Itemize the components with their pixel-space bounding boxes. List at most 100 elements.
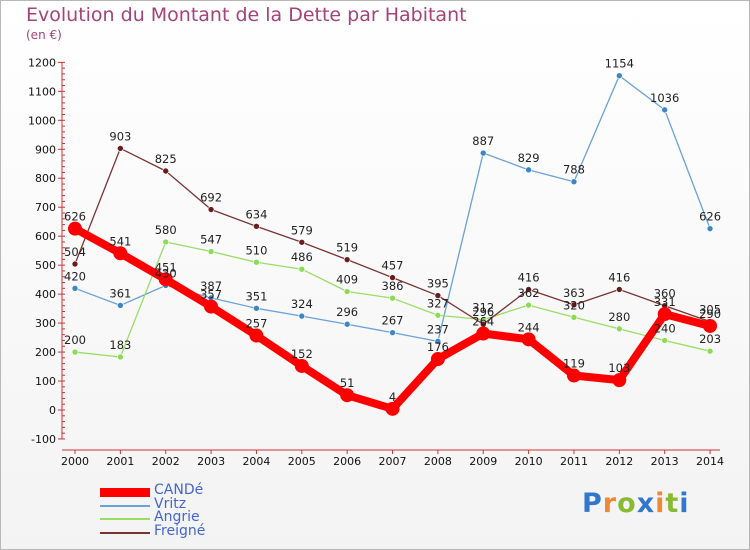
data-label: 579 (291, 223, 313, 237)
y-tick-label: 600 (35, 230, 56, 243)
data-label: 152 (291, 347, 313, 361)
data-label: 237 (427, 322, 449, 336)
data-point (249, 328, 264, 343)
data-label: 360 (654, 287, 676, 301)
data-label: 504 (64, 245, 86, 259)
data-label: 257 (245, 317, 267, 331)
legend-item: Vritz (100, 496, 270, 514)
data-label: 486 (291, 250, 313, 264)
data-label: 416 (608, 270, 630, 284)
y-tick-label: 400 (35, 288, 56, 301)
y-tick-label: -100 (31, 433, 56, 446)
data-point (616, 325, 623, 333)
data-label: 363 (563, 286, 585, 300)
x-tick-label: 2004 (242, 455, 270, 468)
data-label: 320 (563, 298, 585, 312)
data-label: 240 (654, 321, 676, 335)
data-point (253, 258, 260, 266)
x-tick-label: 2014 (696, 455, 724, 468)
chart-unit: (en €) (26, 28, 62, 42)
logo-letter: t (665, 488, 680, 519)
data-label: 290 (699, 307, 721, 321)
x-tick-label: 2009 (469, 455, 497, 468)
data-label: 510 (245, 243, 267, 257)
data-point (117, 302, 124, 309)
data-point (566, 368, 581, 383)
data-point (253, 305, 260, 312)
data-point (616, 286, 623, 293)
data-point (703, 318, 718, 333)
logo-letter: r (602, 488, 618, 519)
y-tick-label: 500 (35, 259, 56, 272)
data-point (389, 274, 396, 281)
data-point (476, 326, 491, 341)
data-label: 200 (64, 333, 86, 347)
data-point (434, 311, 442, 319)
data-point (162, 238, 170, 246)
legend-swatch (100, 488, 150, 497)
data-label: 457 (382, 259, 404, 273)
data-point (162, 167, 170, 175)
data-label: 634 (245, 207, 267, 221)
data-label: 305 (699, 303, 721, 317)
x-tick-label: 2005 (288, 455, 316, 468)
data-point (71, 260, 79, 268)
logo-letter: i (655, 488, 666, 519)
x-tick-label: 2006 (333, 455, 361, 468)
data-point (389, 294, 396, 302)
data-label: 357 (200, 288, 222, 302)
data-point (570, 301, 578, 309)
x-tick-label: 2002 (152, 455, 180, 468)
data-label: 887 (472, 134, 494, 148)
data-point (706, 347, 714, 355)
data-label: 387 (200, 279, 222, 293)
data-point (525, 286, 532, 293)
logo-letter: x (636, 488, 656, 519)
data-point (207, 248, 215, 255)
chart-title: Evolution du Montant de la Dette par Hab… (26, 4, 467, 26)
data-label: 1154 (605, 57, 634, 71)
data-label: 626 (64, 210, 86, 224)
data-point (616, 72, 623, 79)
legend-label: Angrie (154, 509, 200, 525)
legend-item: Freigné (100, 523, 270, 541)
data-label: 4 (389, 390, 396, 404)
data-point (298, 265, 306, 273)
y-tick-label: 0 (49, 404, 56, 417)
data-point (612, 373, 627, 388)
data-label: 386 (382, 279, 404, 293)
y-tick-label: 1100 (28, 85, 56, 98)
y-tick-label: 300 (35, 317, 56, 330)
data-point (706, 225, 714, 232)
y-tick-label: 900 (35, 143, 56, 156)
data-label: 451 (155, 260, 177, 274)
legend-swatch (100, 504, 150, 507)
data-label: 420 (64, 269, 86, 283)
data-label: 264 (472, 315, 494, 329)
data-label: 361 (109, 286, 131, 300)
data-point (298, 312, 306, 320)
data-label: 203 (699, 332, 721, 346)
data-label: 829 (518, 151, 540, 165)
data-point (117, 353, 124, 361)
data-label: 547 (200, 233, 222, 247)
data-point (570, 178, 578, 186)
plot-area: -100 0 100 200 300 400 500 600 700 800 900 1000 1100… (28, 56, 724, 468)
data-label: 1036 (650, 91, 679, 105)
data-label: 580 (155, 223, 177, 237)
data-label: 183 (109, 338, 131, 352)
x-tick-label: 2003 (197, 455, 225, 468)
data-point (525, 301, 532, 309)
legend-item: CANDé (100, 482, 270, 500)
logo-letter: i (679, 488, 690, 519)
data-point (113, 246, 128, 261)
data-point (570, 313, 578, 321)
data-point (343, 288, 351, 295)
data-point (340, 388, 355, 403)
series-line-Vritz (74, 75, 711, 342)
data-point (434, 292, 442, 299)
x-tick-label: 2000 (61, 455, 89, 468)
data-label: 280 (608, 310, 630, 324)
data-point (479, 149, 487, 157)
